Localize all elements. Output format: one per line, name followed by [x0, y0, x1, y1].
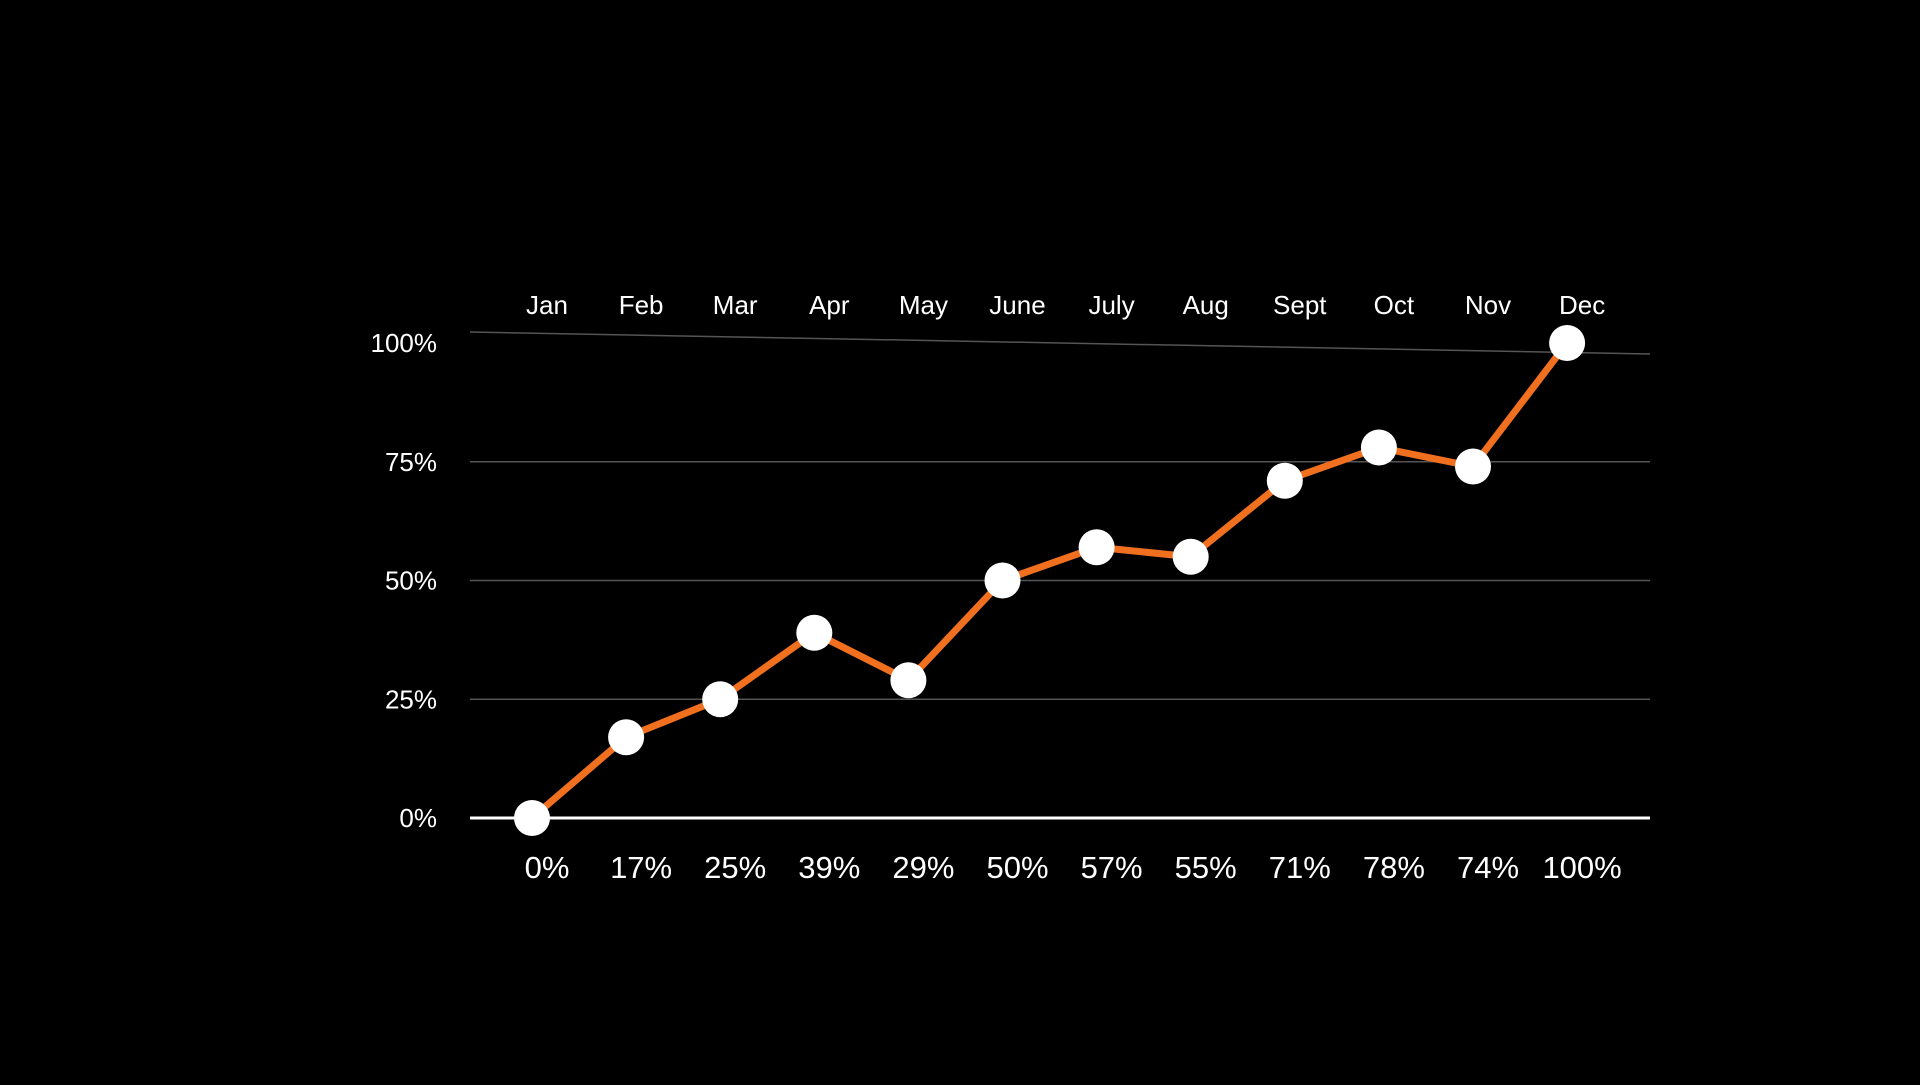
x-category-label: Feb: [619, 290, 664, 320]
data-value-label: 17%: [610, 850, 672, 885]
gridlines: [469, 331, 1651, 820]
y-tick-label: 50%: [385, 566, 437, 596]
data-value-label: 78%: [1363, 850, 1425, 885]
data-value-label: 55%: [1175, 850, 1237, 885]
x-axis-category-labels: Jan Feb Mar Apr May June July Aug Sept Oct Nov Dec: [526, 290, 1605, 320]
data-point-marker: [890, 662, 927, 699]
data-point-marker: [608, 719, 645, 756]
data-value-label: 50%: [986, 850, 1048, 885]
data-value-label: 29%: [892, 850, 954, 885]
data-value-label: 100%: [1542, 850, 1621, 885]
y-tick-label: 25%: [385, 684, 437, 714]
gridline: [469, 331, 1651, 355]
x-category-label: Aug: [1183, 290, 1229, 320]
data-point-marker: [984, 562, 1021, 599]
x-category-label: Sept: [1273, 290, 1327, 320]
data-point-marker: [1266, 462, 1303, 499]
x-category-label: Apr: [809, 290, 850, 320]
data-point-marker: [1549, 325, 1586, 361]
data-point-marker: [1455, 448, 1491, 485]
data-value-labels: 0% 17% 25% 39% 29% 50% 57% 55% 71% 78% 74% 100%: [525, 850, 1622, 885]
data-value-label: 25%: [704, 850, 766, 885]
data-value-label: 74%: [1457, 850, 1519, 885]
x-category-label: June: [989, 290, 1045, 320]
data-value-label: 0%: [525, 850, 570, 885]
data-value-label: 39%: [798, 850, 860, 885]
y-tick-label: 75%: [385, 447, 437, 477]
data-value-label: 57%: [1081, 850, 1143, 885]
x-category-label: Jan: [526, 290, 568, 320]
x-category-label: Dec: [1559, 290, 1605, 320]
data-point-marker: [1360, 429, 1397, 466]
data-point-marker: [1172, 538, 1209, 575]
data-point-marker: [514, 800, 550, 836]
y-axis-tick-labels: 0% 25% 50% 75% 100%: [371, 328, 438, 833]
data-point-markers: [514, 325, 1586, 836]
data-point-marker: [702, 681, 739, 718]
x-category-label: Mar: [713, 290, 758, 320]
data-point-marker: [1078, 529, 1115, 566]
data-point-marker: [796, 614, 833, 651]
data-value-label: 71%: [1269, 850, 1331, 885]
x-category-label: July: [1088, 290, 1134, 320]
y-tick-label: 100%: [371, 328, 438, 358]
x-category-label: May: [899, 290, 948, 320]
y-tick-label: 0%: [399, 803, 437, 833]
x-category-label: Nov: [1465, 290, 1511, 320]
x-category-label: Oct: [1374, 290, 1415, 320]
